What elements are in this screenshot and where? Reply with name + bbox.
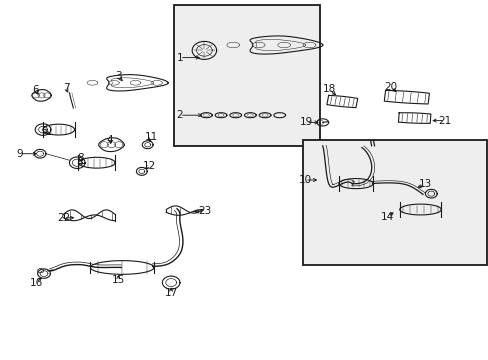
Bar: [303, 140, 486, 265]
Text: 14: 14: [380, 212, 394, 222]
Text: 12: 12: [142, 161, 156, 171]
Text: 23: 23: [197, 206, 211, 216]
Text: 16: 16: [29, 278, 43, 288]
Text: 17: 17: [164, 288, 178, 298]
Text: 5: 5: [41, 126, 47, 136]
Text: 1: 1: [176, 53, 183, 63]
Text: 11: 11: [144, 132, 158, 142]
Text: 2: 2: [176, 110, 183, 120]
Text: 6: 6: [32, 85, 39, 95]
Text: 8: 8: [77, 153, 84, 163]
Text: 21: 21: [437, 116, 451, 126]
Text: 3: 3: [115, 71, 122, 81]
Text: 7: 7: [62, 83, 69, 93]
Text: 18: 18: [322, 84, 335, 94]
Text: 20: 20: [384, 82, 397, 92]
Text: 13: 13: [418, 179, 431, 189]
Text: 9: 9: [16, 149, 23, 159]
Text: 4: 4: [106, 135, 113, 145]
Text: 15: 15: [111, 275, 125, 285]
Text: 22: 22: [57, 213, 70, 223]
Text: 19: 19: [299, 117, 312, 127]
Bar: [173, 5, 320, 146]
Text: 10: 10: [298, 175, 311, 185]
